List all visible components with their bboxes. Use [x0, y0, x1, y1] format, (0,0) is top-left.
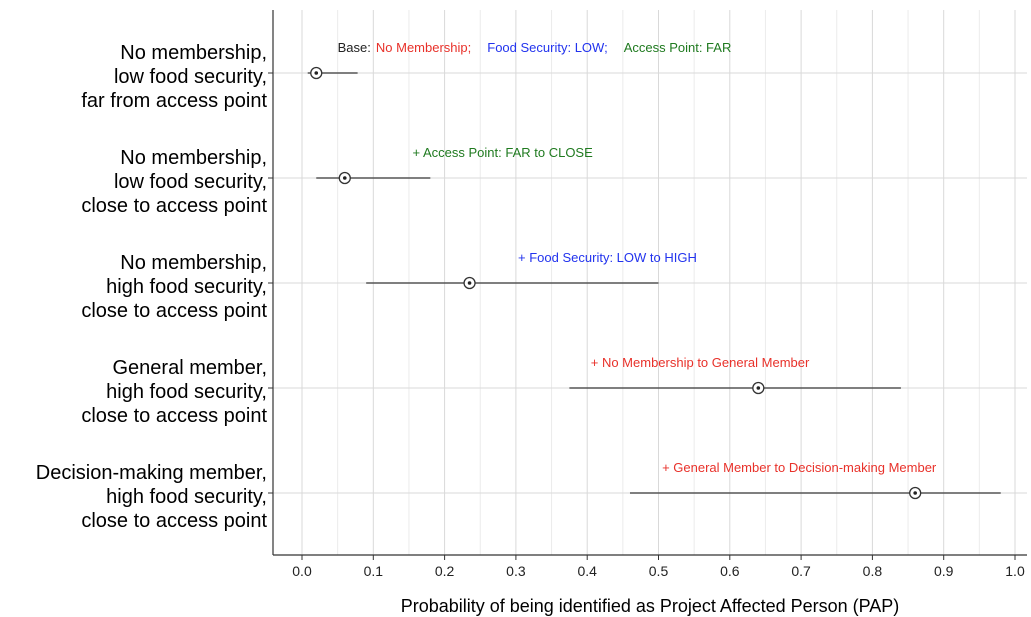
category-label-line: General member,: [112, 357, 267, 379]
annotation: Base: No Membership; Food Security: LOW; Ac…: [338, 40, 732, 55]
category-label-line: far from access point: [81, 90, 267, 112]
category-label-line: high food security,: [106, 276, 267, 298]
x-tick-label: 0.2: [435, 563, 455, 579]
x-tick-label: 0.9: [934, 563, 954, 579]
category-label-line: low food security,: [114, 66, 267, 88]
point-center: [314, 71, 319, 75]
category-label: Decision-making member, high food securit…: [36, 462, 268, 532]
category-label-line: No membership,: [120, 42, 267, 64]
x-tick-label: 0.6: [720, 563, 740, 579]
x-tick-label: 0.8: [863, 563, 883, 579]
annotation-segment: + General Member to Decision-making Memb…: [662, 460, 937, 475]
annotation: + General Member to Decision-making Memb…: [662, 460, 937, 475]
category-label: No membership, high food security, close t…: [81, 252, 267, 322]
x-tick-label: 0.3: [506, 563, 526, 579]
x-tick-label: 0.0: [292, 563, 312, 579]
category-label-line: No membership,: [120, 147, 267, 169]
category-label: No membership, low food security, far from…: [81, 42, 267, 112]
point-center: [756, 386, 761, 390]
category-label-line: close to access point: [81, 195, 267, 217]
annotation-segment: + No Membership to General Member: [591, 355, 810, 370]
point-center: [342, 176, 347, 180]
annotation-segment: + Access Point: FAR to CLOSE: [413, 145, 594, 160]
x-axis-title: Probability of being identified as Proje…: [401, 596, 900, 616]
annotation: + No Membership to General Member: [591, 355, 810, 370]
category-label-line: high food security,: [106, 381, 267, 403]
annotation-segment: Access Point: FAR: [624, 40, 732, 55]
x-tick-label: 0.7: [791, 563, 811, 579]
annotation-segment: Base:: [338, 40, 371, 55]
point-center: [467, 281, 472, 285]
annotation-segment: + Food Security: LOW to HIGH: [518, 250, 697, 265]
x-tick-label: 0.1: [364, 563, 384, 579]
category-label-line: close to access point: [81, 405, 267, 427]
point-center: [913, 491, 917, 495]
annotation-segment: No Membership;: [376, 40, 471, 55]
category-label-line: high food security,: [106, 486, 267, 508]
category-label-line: Decision-making member,: [36, 462, 267, 484]
x-tick-label: 0.5: [649, 563, 669, 579]
annotation: + Access Point: FAR to CLOSE: [413, 145, 594, 160]
x-tick-label: 1.0: [1005, 563, 1025, 579]
annotation-segment: Food Security: LOW;: [487, 40, 607, 55]
category-label-line: No membership,: [120, 252, 267, 274]
category-label: No membership, low food security, close to…: [81, 147, 267, 217]
annotation: + Food Security: LOW to HIGH: [518, 250, 697, 265]
category-label-line: low food security,: [114, 171, 267, 193]
category-label-line: close to access point: [81, 510, 267, 532]
x-tick-label: 0.4: [577, 563, 597, 579]
category-label-line: close to access point: [81, 300, 267, 322]
category-label: General member, high food security, close …: [81, 357, 267, 427]
